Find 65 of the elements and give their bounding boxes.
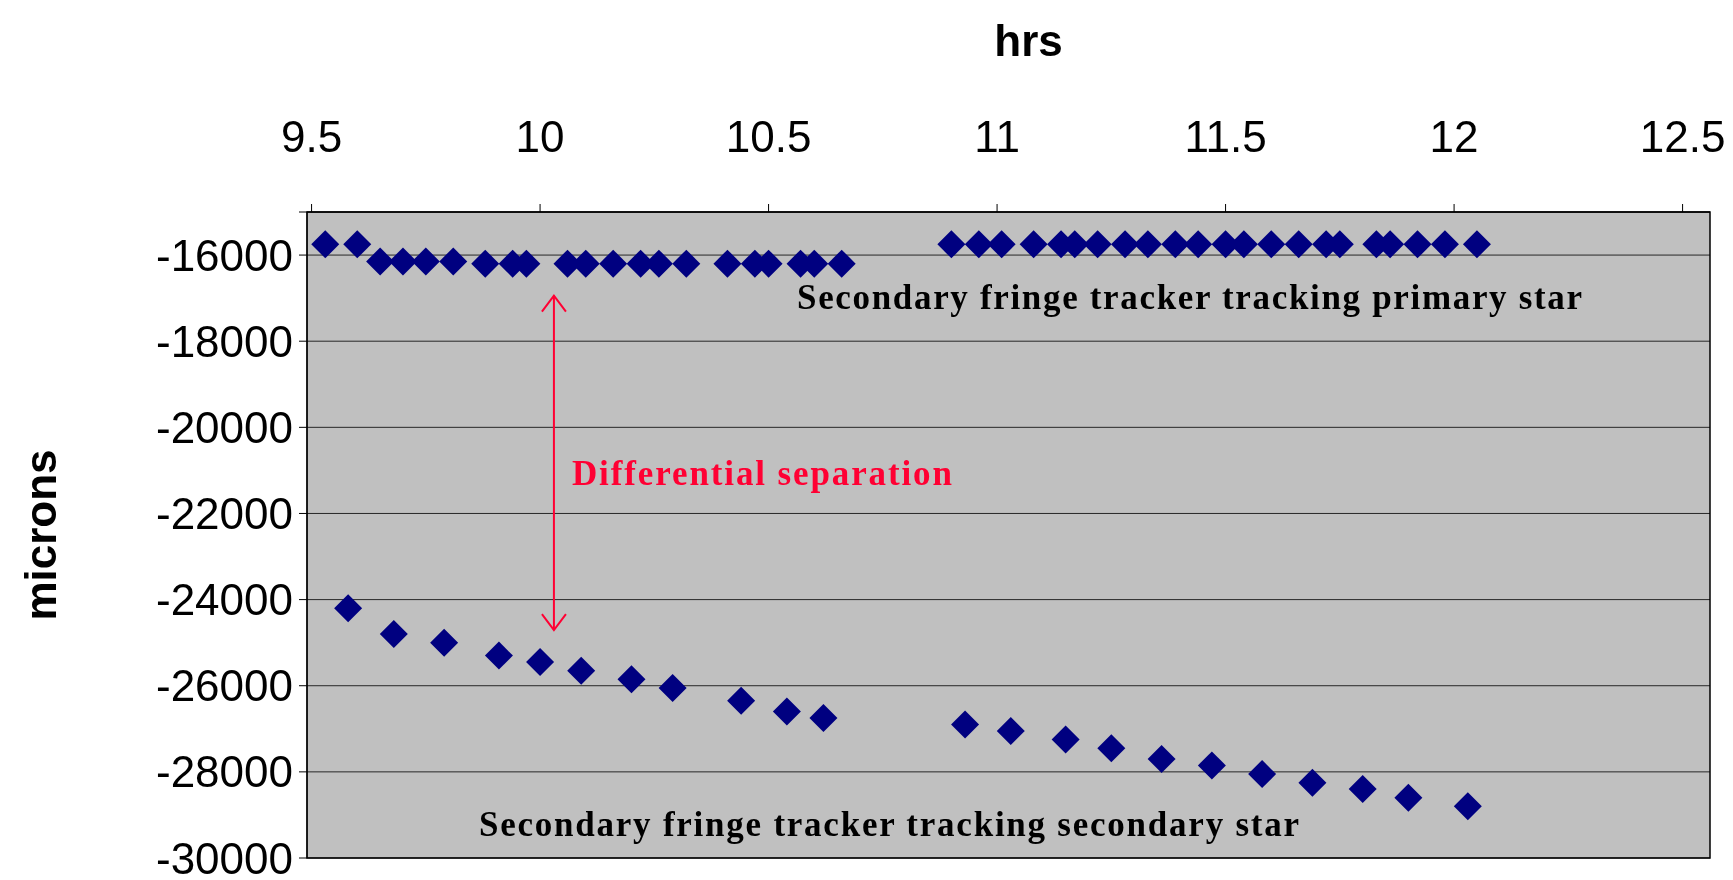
point — [1133, 230, 1162, 259]
series-label: Secondary fringe tracker tracking primary star — [797, 278, 1582, 317]
point — [772, 697, 801, 726]
point — [1257, 230, 1286, 259]
x-tick-label: 12.5 — [1639, 112, 1726, 161]
point — [1051, 725, 1080, 754]
point — [658, 673, 687, 702]
point — [1298, 768, 1327, 797]
y-tick-label: -16000 — [155, 230, 293, 280]
point — [1097, 734, 1126, 763]
point — [430, 628, 459, 657]
point — [343, 230, 372, 259]
x-tick-label: 9.5 — [280, 112, 343, 161]
series-label: Secondary fringe tracker tracking secondary star — [479, 805, 1299, 844]
point — [1462, 230, 1491, 259]
y-tick-label: -22000 — [155, 489, 293, 539]
x-tick-label: 12 — [1429, 112, 1479, 161]
point — [1197, 751, 1226, 780]
point — [1348, 775, 1377, 804]
point — [617, 665, 646, 694]
point — [1284, 230, 1313, 259]
point — [1430, 230, 1459, 259]
point — [1403, 230, 1432, 259]
x-tick-label: 10.5 — [725, 112, 812, 161]
point — [1161, 230, 1190, 259]
point — [411, 247, 440, 276]
point — [311, 230, 340, 259]
point — [964, 230, 993, 259]
point — [809, 704, 838, 733]
point — [672, 249, 701, 278]
point — [1394, 783, 1423, 812]
point — [951, 710, 980, 739]
point — [987, 230, 1016, 259]
point — [937, 230, 966, 259]
x-tick-label: 10 — [515, 112, 565, 161]
point — [388, 247, 417, 276]
point — [379, 620, 408, 649]
point — [1083, 230, 1112, 259]
annotation: Differential separation — [571, 453, 952, 493]
point — [526, 648, 555, 677]
y-tick-label: -24000 — [155, 575, 293, 625]
point — [599, 249, 628, 278]
x-tick-label: 11 — [974, 112, 1020, 161]
x-axis-title: hrs — [994, 16, 1063, 65]
y-tick-label: -28000 — [155, 747, 293, 797]
point — [1184, 230, 1213, 259]
x-tick-label: 11.5 — [1184, 112, 1267, 161]
point — [713, 249, 742, 278]
y-axis-title: microns — [15, 449, 65, 621]
point — [1248, 760, 1277, 789]
y-tick-label: -18000 — [155, 316, 293, 366]
y-tick-label: -26000 — [155, 661, 293, 711]
point — [439, 247, 468, 276]
point — [471, 249, 500, 278]
point — [1453, 792, 1482, 821]
point — [1019, 230, 1048, 259]
point — [827, 249, 856, 278]
point — [334, 594, 363, 623]
point — [567, 656, 596, 685]
y-tick-label: -20000 — [155, 402, 293, 452]
y-tick-label: -30000 — [155, 833, 293, 880]
point — [996, 716, 1025, 745]
point — [484, 641, 513, 670]
point — [727, 686, 756, 715]
point — [1147, 744, 1176, 773]
